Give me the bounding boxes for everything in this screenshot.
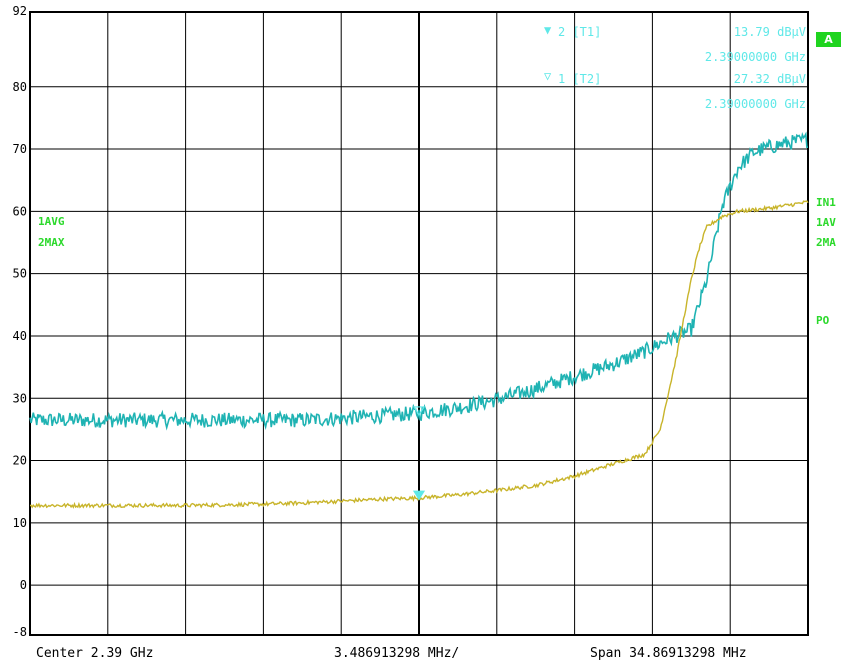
trace-2-max-label: 2MAX bbox=[38, 236, 65, 249]
y-tick-label: 70 bbox=[13, 142, 27, 156]
grid bbox=[30, 12, 808, 635]
y-tick-label: 0 bbox=[20, 578, 27, 592]
y-tick-label: -8 bbox=[13, 625, 27, 639]
marker-1-value: 13.79 dBµV bbox=[734, 25, 806, 39]
y-tick-label: 80 bbox=[13, 80, 27, 94]
input-1-label: IN1 bbox=[816, 196, 836, 209]
screen-a-badge: A bbox=[816, 32, 841, 47]
marker-2-triangle bbox=[412, 406, 426, 417]
marker-readout: ▼ 2 [T1] 13.79 dBµV 2.39000000 GHz ▽ 1 [… bbox=[544, 23, 806, 111]
marker-2-frequency: 2.39000000 GHz bbox=[705, 97, 806, 111]
center-frequency: Center 2.39 GHz bbox=[36, 646, 154, 661]
y-tick-label: 92 bbox=[13, 4, 27, 18]
y-tick-label: 40 bbox=[13, 329, 27, 343]
trace-1-avg-label: 1AVG bbox=[38, 215, 65, 228]
trace-line-1 bbox=[29, 131, 808, 431]
frequency-per-division: 3.486913298 MHz/ bbox=[334, 646, 460, 661]
marker-1-triangle bbox=[412, 490, 426, 501]
preamp-off-label: PO bbox=[816, 314, 830, 327]
y-tick-label: 10 bbox=[13, 516, 27, 530]
y-tick-label: 50 bbox=[13, 267, 27, 281]
marker-1-frequency: 2.39000000 GHz bbox=[705, 50, 806, 64]
marker-2-label: 1 [T2] bbox=[558, 72, 601, 86]
marker-2-symbol: ▽ bbox=[544, 69, 552, 83]
frequency-span: Span 34.86913298 MHz bbox=[590, 646, 747, 661]
marker-1-label: 2 [T1] bbox=[558, 25, 601, 39]
marker-1-symbol: ▼ bbox=[544, 23, 552, 37]
trace-1-av-label: 1AV bbox=[816, 216, 836, 229]
marker-2-value: 27.32 dBµV bbox=[734, 72, 806, 86]
marker-symbols bbox=[412, 406, 426, 501]
trace-2-ma-label: 2MA bbox=[816, 236, 836, 249]
y-tick-label: 60 bbox=[13, 204, 27, 218]
y-tick-label: 20 bbox=[13, 454, 27, 468]
y-tick-label: 30 bbox=[13, 391, 27, 405]
y-tick-labels: 92 80 70 60 50 40 30 20 10 0 -8 bbox=[13, 4, 27, 639]
